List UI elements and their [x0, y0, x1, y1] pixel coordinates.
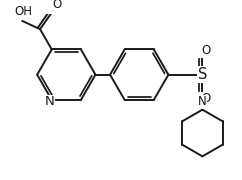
Text: N: N [45, 95, 55, 108]
Text: S: S [198, 67, 207, 82]
Text: O: O [202, 92, 211, 105]
Text: OH: OH [14, 5, 32, 18]
Text: N: N [198, 95, 207, 108]
Text: O: O [53, 0, 62, 11]
Text: O: O [202, 44, 211, 57]
